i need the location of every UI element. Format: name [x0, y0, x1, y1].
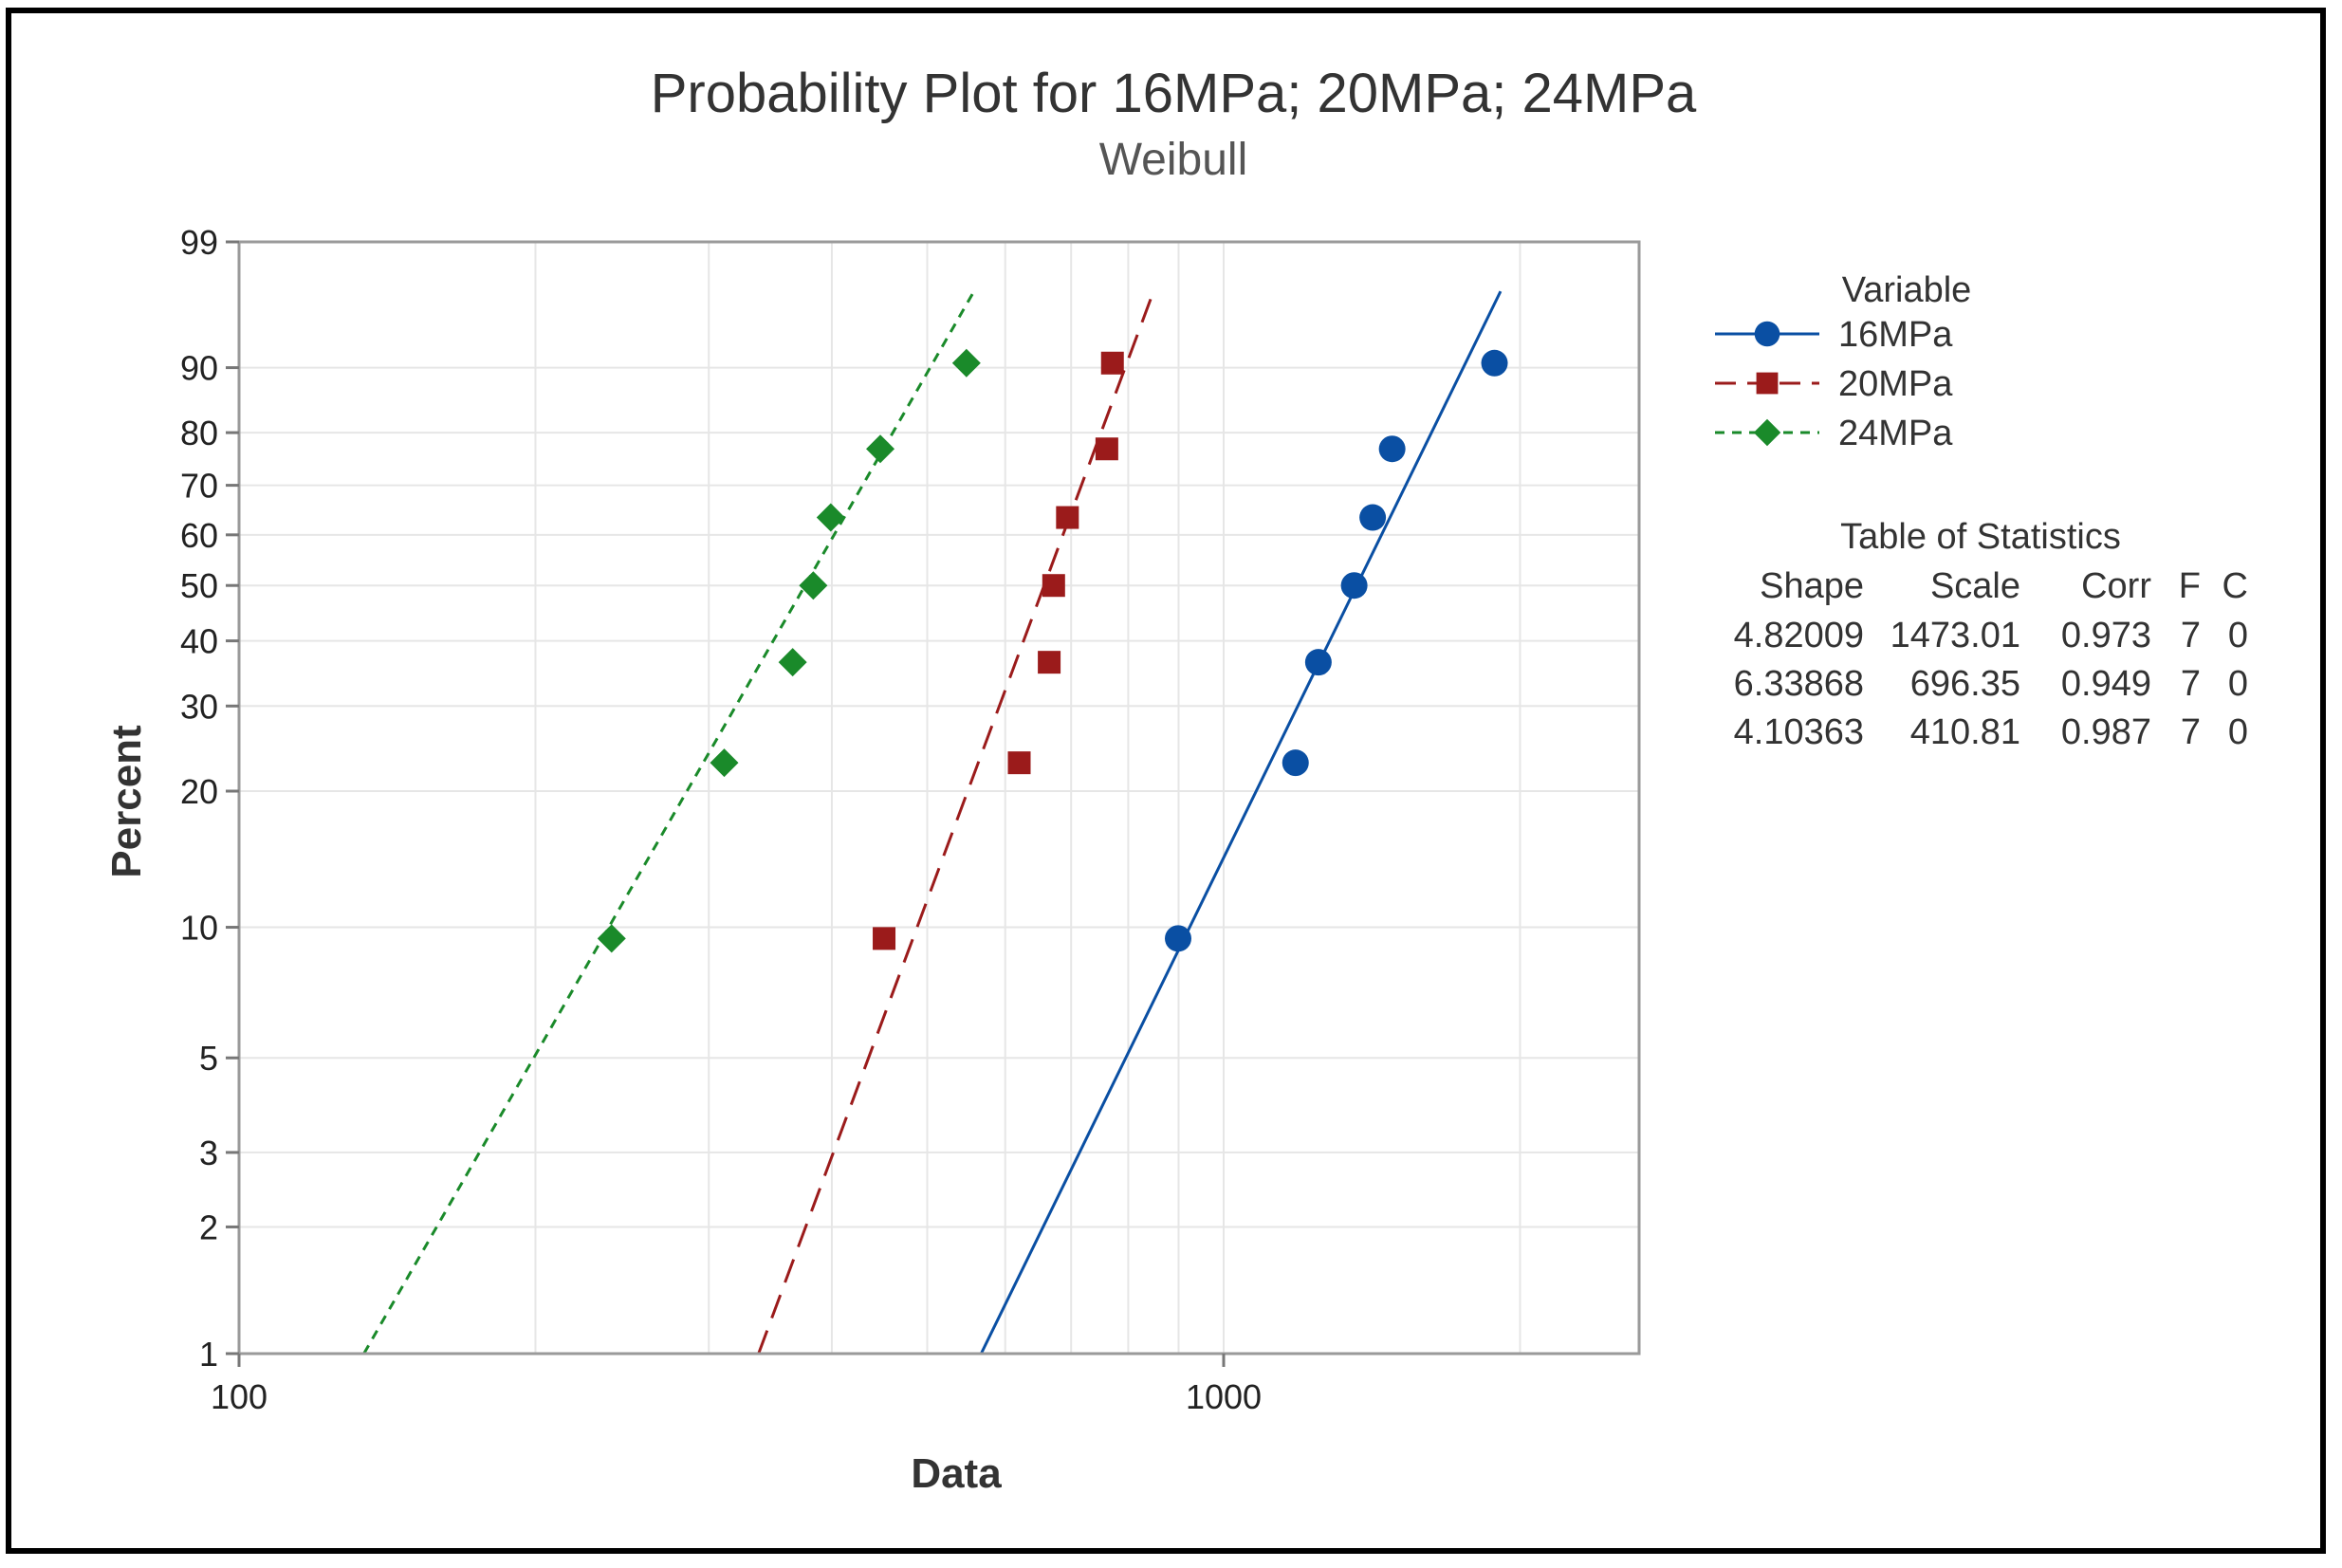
data-points	[597, 348, 1508, 953]
stats-cell: 6.33868	[1734, 664, 1864, 704]
data-point-24MPa	[816, 503, 845, 532]
data-point-24MPa	[951, 348, 981, 378]
stats-cell: 0.949	[2061, 664, 2151, 704]
data-point-24MPa	[778, 648, 807, 677]
stats-cell: 7	[2181, 712, 2201, 752]
data-point-16MPa	[1304, 649, 1332, 676]
data-point-20MPa	[1056, 506, 1079, 529]
y-tick-label: 80	[180, 414, 218, 452]
legend-label-16MPa: 16MPa	[1838, 315, 1953, 355]
data-point-24MPa	[597, 924, 626, 953]
stats-header: F	[2179, 566, 2201, 606]
y-tick-label: 10	[180, 909, 218, 948]
stats-cell: 7	[2181, 664, 2201, 704]
y-tick-label: 2	[199, 1208, 218, 1246]
data-point-20MPa	[873, 927, 896, 950]
data-point-16MPa	[1340, 572, 1368, 600]
x-tick-label: 1000	[1186, 1377, 1262, 1416]
stats-table-title: Table of Statistics	[1840, 517, 2121, 557]
y-tick-label: 50	[180, 566, 218, 605]
axis-ticks: 1 2 3 5 10 20 30 40 50 60 70 80 90 99 100 1000	[180, 223, 1262, 1416]
stats-cell: 0.973	[2061, 616, 2151, 655]
data-point-24MPa	[799, 571, 828, 600]
legend-marker-16MPa	[1754, 321, 1780, 347]
y-tick-label: 40	[180, 622, 218, 661]
legend-label-20MPa: 20MPa	[1838, 364, 1953, 404]
gridlines	[239, 242, 1639, 1354]
y-tick-label: 99	[180, 223, 218, 262]
fit-line-16MPa	[980, 290, 1503, 1355]
data-point-16MPa	[1282, 749, 1309, 777]
stats-cell: 0	[2228, 616, 2248, 655]
stats-cell: 410.81	[1910, 712, 2020, 752]
stats-cell: 4.10363	[1734, 712, 1864, 752]
y-axis-label: Percent	[103, 725, 150, 878]
x-axis-label: Data	[911, 1450, 1002, 1497]
stats-cell: 0.987	[2061, 712, 2151, 752]
y-tick-label: 70	[180, 467, 218, 506]
stats-cell: 0	[2228, 712, 2248, 752]
stats-cell: 1473.01	[1890, 616, 2020, 655]
stats-cell: 7	[2181, 616, 2201, 655]
data-point-16MPa	[1378, 435, 1406, 463]
data-point-20MPa	[1038, 651, 1061, 674]
plot-area-border	[237, 240, 1641, 1356]
legend-marker-24MPa	[1753, 418, 1781, 447]
fit-lines	[362, 290, 1503, 1355]
data-point-24MPa	[866, 434, 895, 464]
fit-line-20MPa	[757, 290, 1155, 1355]
data-point-20MPa	[1095, 437, 1118, 461]
data-point-16MPa	[1165, 925, 1192, 952]
legend-label-24MPa: 24MPa	[1838, 414, 1953, 453]
data-point-20MPa	[1007, 751, 1031, 775]
data-point-16MPa	[1359, 504, 1387, 531]
y-tick-label: 60	[180, 516, 218, 555]
chart-subtitle: Weibull	[1099, 135, 1248, 185]
stats-header: C	[2222, 566, 2248, 606]
chart-title: Probability Plot for 16MPa; 20MPa; 24MPa	[651, 63, 1697, 124]
statistics-table: Shape Scale Corr F C4.82009 1473.01 0.973 7 06.3…	[1734, 566, 2248, 752]
data-point-20MPa	[1100, 351, 1124, 375]
data-point-24MPa	[710, 748, 739, 778]
y-tick-label: 1	[199, 1335, 218, 1374]
chart-frame	[6, 8, 2326, 1554]
y-tick-label: 5	[199, 1039, 218, 1078]
y-tick-label: 90	[180, 349, 218, 388]
y-tick-label: 3	[199, 1134, 218, 1172]
legend-title: Variable	[1842, 270, 1972, 310]
x-tick-label: 100	[211, 1377, 267, 1416]
stats-cell: 4.82009	[1734, 616, 1864, 655]
legend: 16MPa 20MPa 24MPa	[1715, 315, 1953, 453]
data-point-16MPa	[1481, 349, 1508, 377]
stats-cell: 0	[2228, 664, 2248, 704]
y-tick-label: 30	[180, 687, 218, 726]
stats-header: Scale	[1930, 566, 2020, 606]
stats-cell: 696.35	[1910, 664, 2020, 704]
data-point-20MPa	[1042, 574, 1065, 598]
stats-header: Corr	[2081, 566, 2151, 606]
legend-marker-20MPa	[1756, 372, 1779, 395]
y-tick-label: 20	[180, 772, 218, 811]
stats-header: Shape	[1760, 566, 1864, 606]
